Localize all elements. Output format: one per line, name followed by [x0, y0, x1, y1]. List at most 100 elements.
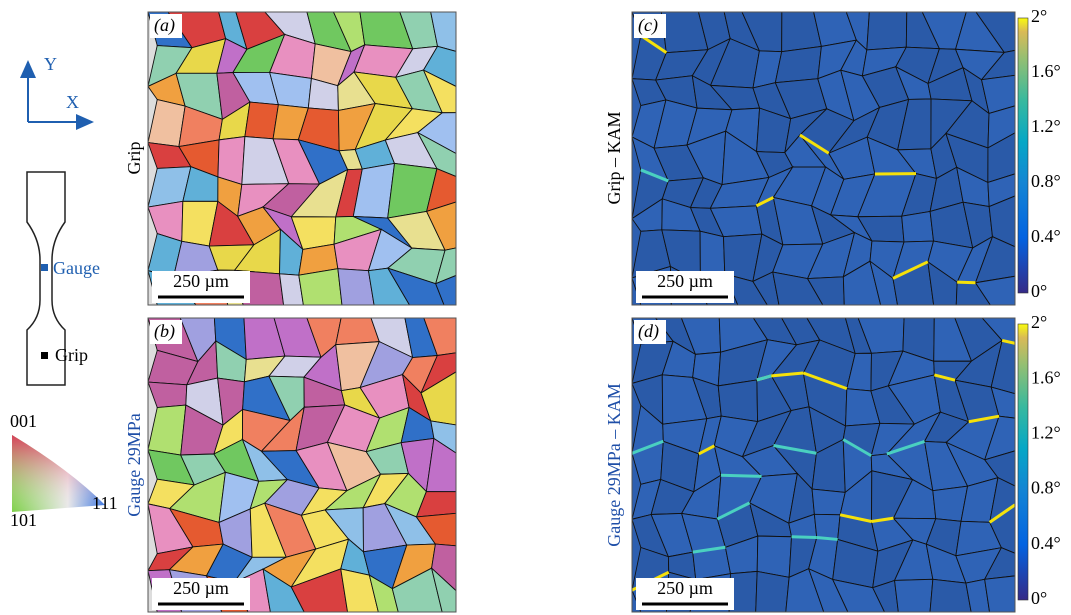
label-box [634, 320, 666, 344]
high-kam [802, 371, 848, 391]
high-kam [842, 438, 872, 458]
grain [974, 236, 1015, 284]
panel-label: (c) [638, 15, 658, 36]
grain [872, 579, 899, 612]
high-kam [1001, 338, 1015, 345]
grain [980, 49, 1015, 81]
grain [866, 12, 908, 51]
high-kam [892, 260, 929, 280]
colorbar-tick-label: 2° [1031, 6, 1047, 26]
ipf-label: 101 [10, 510, 37, 530]
high-kam [771, 371, 804, 378]
row-label: Grip – KAM [604, 112, 624, 205]
grain [990, 339, 1015, 395]
panel-border [631, 317, 1016, 613]
grain [367, 267, 411, 305]
grain-map [632, 12, 1015, 305]
ipf-label: 001 [10, 411, 37, 431]
colorbar-tick-label: 0.8° [1031, 478, 1061, 498]
grain [340, 568, 379, 612]
grain [869, 260, 898, 305]
grain [984, 575, 1015, 612]
grain [290, 568, 349, 612]
grain [244, 101, 279, 140]
high-kam [968, 414, 1000, 424]
grain-map [632, 318, 1015, 612]
grain-map [148, 318, 456, 612]
grain [337, 268, 375, 305]
grain [425, 437, 456, 493]
grain [807, 567, 849, 612]
grain [756, 535, 793, 578]
scale-bar-label: 250 µm [657, 271, 713, 291]
colorbar [1017, 323, 1029, 601]
grain [965, 578, 990, 612]
grain [416, 112, 456, 155]
grain [929, 578, 972, 612]
panel-label: (a) [154, 15, 175, 36]
grain [980, 74, 1015, 115]
panel-border [147, 317, 457, 613]
label-box [150, 320, 182, 344]
colorbar-tick-label: 0° [1031, 588, 1047, 608]
grain [434, 247, 456, 285]
colorbar-tick-label: 0.4° [1031, 533, 1061, 553]
axes-icon: Y X [20, 54, 94, 130]
colorbar-tick-label: 1.6° [1031, 61, 1061, 81]
grain [894, 578, 934, 612]
grain [415, 512, 456, 547]
panel-label: (d) [638, 321, 659, 342]
high-kam [756, 374, 772, 382]
high-kam [871, 516, 894, 524]
high-kam [755, 196, 775, 208]
colorbar [1017, 17, 1029, 294]
grain [386, 267, 445, 305]
grain [987, 105, 1015, 149]
ipf-key: 001 101 111 [10, 411, 118, 530]
panel-label: (b) [154, 321, 175, 342]
panel-border [147, 11, 457, 306]
high-kam [791, 535, 817, 540]
grain [430, 420, 456, 454]
grain [984, 415, 1015, 461]
grain [989, 476, 1015, 524]
grain [717, 379, 759, 423]
high-kam [698, 444, 716, 456]
panels: (a) 250 µm (b) 250 µm (c) 250 µm 2° 1.6° 1.2° 0.8… [147, 6, 1061, 613]
grain [422, 45, 456, 87]
grain [368, 574, 399, 612]
grain [425, 201, 456, 251]
specimen: Gauge Grip [26, 171, 100, 386]
grain [420, 371, 456, 426]
grain [811, 488, 846, 516]
label-box [150, 14, 182, 38]
grain [430, 12, 456, 52]
grain [262, 568, 305, 612]
high-kam [839, 513, 872, 523]
row-label: Gauge 29MPa – KAM [604, 383, 624, 547]
grain [772, 271, 824, 305]
panel-border [631, 11, 1016, 306]
grain [785, 568, 825, 612]
grain [988, 195, 1015, 248]
row-label: Gauge 29MPa [124, 413, 144, 516]
grain [422, 69, 456, 114]
colorbar-tick-label: 1.2° [1031, 423, 1061, 443]
grain [901, 210, 935, 243]
grain [430, 566, 456, 612]
grain [987, 132, 1015, 184]
grain [927, 260, 958, 305]
grain [842, 260, 882, 305]
grain [752, 271, 780, 305]
high-kam [632, 439, 664, 455]
grain [279, 273, 304, 305]
grain [975, 12, 1015, 53]
scale-bar-label: 250 µm [657, 578, 713, 598]
ipf-label: 111 [92, 493, 118, 513]
grain [415, 491, 456, 518]
high-kam [957, 280, 976, 285]
grain [416, 131, 456, 177]
grain [435, 274, 456, 305]
axis-label: X [66, 92, 79, 112]
